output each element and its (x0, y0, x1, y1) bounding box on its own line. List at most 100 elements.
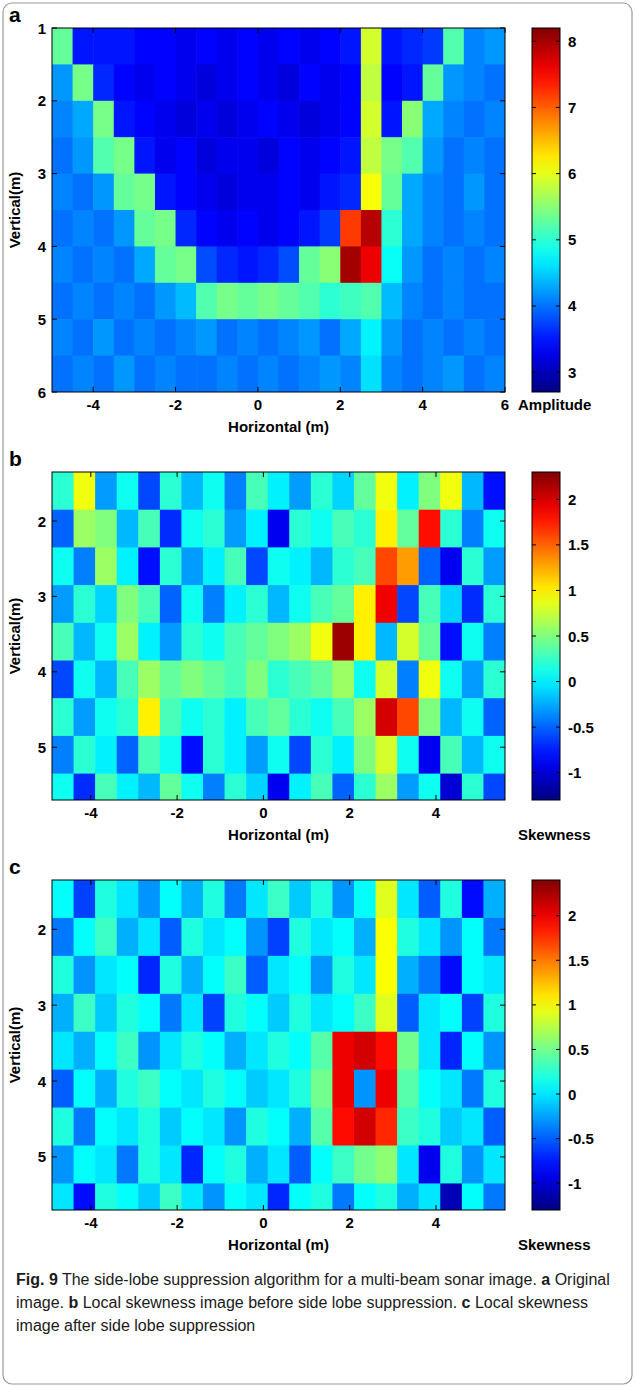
caption-panel-text: Local skewness image before side lobe su… (83, 1294, 457, 1311)
heatmap-cell (160, 1183, 182, 1210)
heatmap-cell (225, 585, 247, 623)
heatmap-cell (246, 585, 268, 623)
heatmap-cell (114, 28, 135, 65)
heatmap-cell (279, 64, 300, 101)
heatmap-cell (138, 661, 160, 699)
heatmap-cell (483, 623, 505, 661)
heatmap-cell (483, 736, 505, 774)
heatmap-cell (160, 698, 182, 736)
heatmap-cell (381, 64, 402, 101)
heatmap-cell (95, 1183, 117, 1210)
colorbar-tick (532, 960, 536, 961)
heatmap-cell (376, 585, 398, 623)
heatmap-cell (203, 510, 225, 548)
heatmap-cell (246, 698, 268, 736)
heatmap-cell (181, 736, 203, 774)
x-tick-label: -4 (84, 1214, 98, 1231)
heatmap-cell (203, 661, 225, 699)
caption-panel-letter: a (541, 1271, 550, 1288)
heatmap-cell (320, 210, 341, 247)
heatmap-cell (419, 661, 441, 699)
heatmap-cell (225, 994, 247, 1033)
y-tick-label: 2 (38, 92, 46, 109)
heatmap-cell (440, 661, 462, 699)
heatmap-cell (52, 510, 74, 548)
heatmap-cell (320, 28, 341, 65)
heatmap-cell (423, 319, 444, 356)
heatmap-cell (376, 1032, 398, 1071)
heatmap-cell (93, 283, 114, 320)
heatmap-cell (289, 918, 311, 957)
heatmap-cell (419, 994, 441, 1033)
heatmap-cell (138, 918, 160, 957)
heatmap-cell (299, 283, 320, 320)
heatmap-cell (299, 64, 320, 101)
y-tick-label: 1 (38, 20, 46, 37)
heatmap-cell (462, 585, 484, 623)
x-axis-title: Horizontal (m) (228, 826, 329, 843)
heatmap-cell (484, 210, 505, 247)
heatmap-cell (258, 174, 279, 211)
heatmap-cell (74, 1108, 96, 1147)
heatmap-cell (95, 736, 117, 774)
heatmap-cell (160, 918, 182, 957)
heatmap-cell (402, 101, 423, 138)
colorbar-tick-label: 0.5 (568, 1041, 589, 1058)
heatmap-cell (52, 918, 74, 957)
heatmap-cell (381, 174, 402, 211)
heatmap-cell (483, 1032, 505, 1071)
heatmap-cell (464, 101, 485, 138)
colorbar-tick (556, 590, 560, 591)
x-tick (349, 472, 350, 477)
heatmap-cell (397, 1108, 419, 1147)
heatmap-cell (74, 1070, 96, 1109)
heatmap-cell (93, 101, 114, 138)
x-tick-label: 4 (418, 396, 427, 413)
heatmap-cell (443, 356, 464, 392)
heatmap-cell (462, 880, 484, 919)
heatmap-cell (462, 510, 484, 548)
heatmap-cell (402, 210, 423, 247)
heatmap-cell (258, 210, 279, 247)
x-tick-label: 4 (432, 1214, 441, 1231)
panel-1: -4-20242345Horizontal (m)Vertical(m)b-1-… (6, 447, 594, 843)
caption: Fig. 9 The side-lobe suppression algorit… (16, 1268, 614, 1337)
heatmap-cell (217, 319, 238, 356)
heatmap-cell (138, 774, 160, 800)
heatmap-cell (311, 774, 333, 800)
heatmap-cell (246, 1183, 268, 1210)
heatmap-cell (332, 585, 354, 623)
heatmap-cell (52, 1146, 74, 1185)
x-tick (263, 1205, 264, 1210)
y-tick (500, 596, 505, 597)
heatmap-cell (419, 1183, 441, 1210)
y-tick (500, 671, 505, 672)
heatmap-cell (138, 736, 160, 774)
heatmap-cell (354, 472, 376, 510)
heatmap-cell (217, 64, 238, 101)
heatmap-cell (320, 174, 341, 211)
heatmap-cell (203, 547, 225, 585)
heatmap-cell (464, 283, 485, 320)
heatmap-cell (402, 28, 423, 65)
colorbar-tick-label: -0.5 (568, 1130, 594, 1147)
colorbar-tick (532, 915, 536, 916)
heatmap-cell (196, 28, 217, 65)
heatmap-cell (311, 1070, 333, 1109)
heatmap-cell (484, 174, 505, 211)
y-tick-label: 5 (38, 311, 46, 328)
heatmap-cell (246, 994, 268, 1033)
heatmap-cell (95, 880, 117, 919)
heatmap-cell (311, 956, 333, 995)
heatmap-cell (225, 956, 247, 995)
heatmap-cell (117, 1032, 139, 1071)
heatmap-cell (311, 472, 333, 510)
heatmap-cell (181, 1183, 203, 1210)
heatmap-cell (397, 774, 419, 800)
heatmap-cell (423, 283, 444, 320)
heatmap-cell (52, 210, 73, 247)
heatmap-cell (237, 210, 258, 247)
colorbar-tick (532, 636, 536, 637)
heatmap-cell (419, 918, 441, 957)
heatmap-cell (289, 472, 311, 510)
